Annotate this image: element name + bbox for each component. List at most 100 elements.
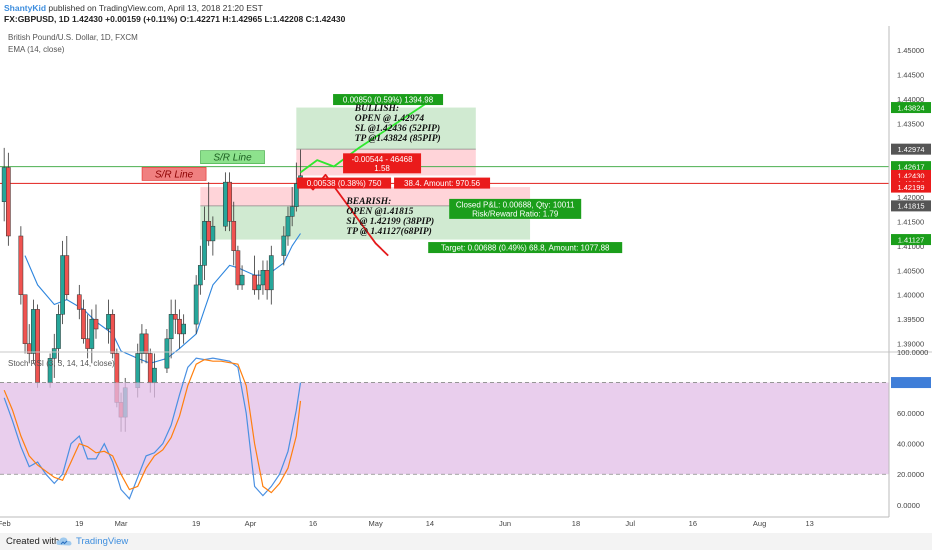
candle-body — [193, 284, 199, 325]
symbol: FX:GBPUSD, 1D — [4, 14, 70, 24]
candle[interactable] — [289, 187, 295, 227]
candle[interactable] — [31, 299, 36, 364]
price-label-text: 1.42430 — [897, 172, 924, 181]
price-label[interactable]: 1.42974 — [891, 143, 931, 155]
low-value: 1.42208 — [272, 14, 304, 24]
price-label[interactable]: 1.43824 — [891, 102, 931, 114]
stoch-rsi-pane — [0, 351, 932, 500]
candle[interactable] — [264, 260, 270, 300]
candle[interactable] — [106, 299, 111, 344]
time-tick-label: Aug — [753, 519, 766, 528]
candle-body — [139, 333, 145, 354]
candle[interactable] — [168, 299, 174, 359]
candle-body — [22, 294, 28, 344]
candle[interactable] — [1, 147, 7, 222]
long-stop-label-bg — [343, 153, 422, 174]
price-label[interactable]: 1.41815 — [891, 200, 931, 212]
candle[interactable] — [81, 299, 86, 344]
candle[interactable] — [5, 152, 11, 246]
candle[interactable] — [35, 304, 40, 388]
candle[interactable] — [56, 304, 61, 364]
candle[interactable] — [197, 245, 203, 295]
candle[interactable] — [177, 309, 182, 349]
time-tick-label: May — [369, 519, 383, 528]
candle-body — [231, 221, 237, 251]
time-axis[interactable]: Feb 19 Mar 19 Apr 16 May 14 Jun 18 Jul 16 Aug 13 — [0, 516, 889, 528]
candle[interactable] — [22, 294, 28, 354]
candle-body — [106, 314, 111, 330]
candle[interactable] — [260, 260, 266, 295]
candle[interactable] — [239, 265, 245, 290]
candles[interactable] — [1, 147, 303, 432]
candle[interactable] — [110, 309, 116, 359]
time-tick-label: 13 — [806, 519, 814, 528]
stoch-last-bg — [891, 377, 931, 389]
tradingview-cloud-icon[interactable] — [56, 536, 72, 547]
stoch-tick-label: 60.0000 — [897, 409, 924, 418]
candle-body — [164, 338, 170, 369]
candle-body — [181, 323, 186, 335]
candle[interactable] — [26, 324, 32, 364]
candle[interactable] — [76, 284, 82, 320]
candle-body — [210, 225, 216, 242]
tradingview-link[interactable]: TradingView — [76, 536, 129, 547]
price-axis[interactable]: 1.450001.445001.440001.435001.430001.425… — [888, 26, 931, 517]
author-link[interactable]: ShantyKid — [4, 3, 47, 13]
candle[interactable] — [139, 324, 145, 364]
change-value: +0.00159 (+0.11%) — [105, 14, 178, 24]
candle[interactable] — [268, 245, 274, 305]
candle[interactable] — [231, 201, 237, 266]
candle-body — [293, 183, 299, 207]
candle[interactable] — [281, 226, 287, 266]
candle[interactable] — [172, 299, 178, 334]
publish-info: published on TradingView.com, April 13, … — [48, 3, 263, 13]
long-target-label: 0.00850 (0.59%) 1394.98 — [333, 94, 444, 106]
candle-body — [51, 348, 57, 359]
candle[interactable] — [51, 333, 57, 378]
price-label-text: 1.41127 — [898, 235, 925, 244]
created-with-text: Created with — [6, 536, 60, 547]
chart-canvas[interactable]: S/R Line S/R Line 0.00850 (0.59%) 1394.98… — [0, 26, 932, 533]
price-tick-label: 1.39000 — [897, 340, 924, 349]
price-label[interactable]: 1.41127 — [891, 234, 931, 246]
candle[interactable] — [193, 275, 199, 334]
price-label[interactable]: 1.42430 — [891, 170, 931, 182]
candle-body — [18, 235, 24, 295]
candle[interactable] — [252, 255, 257, 295]
close-value-ohlc: 1.42430 — [314, 14, 346, 24]
candle[interactable] — [227, 172, 232, 232]
open-label: O: — [179, 14, 190, 24]
candle[interactable] — [64, 235, 70, 300]
candle[interactable] — [202, 206, 207, 281]
stoch-series-k — [3, 357, 302, 500]
candle-body — [285, 216, 291, 237]
candle[interactable] — [235, 245, 241, 290]
candle[interactable] — [60, 240, 65, 325]
open-value: 1.42271 — [189, 14, 221, 24]
candle[interactable] — [143, 328, 149, 364]
candle-body — [64, 255, 70, 295]
candle[interactable] — [164, 328, 170, 374]
short-stop-label-b-text: 38.4. Amount: 970.56 — [404, 179, 481, 188]
price-label[interactable]: 1.42199 — [891, 181, 931, 193]
candle[interactable] — [223, 172, 228, 232]
pane-legends: British Pound/U.S. Dollar, 1D, FXCM EMA … — [8, 33, 138, 368]
candle[interactable] — [285, 206, 291, 246]
candle-body — [35, 309, 40, 384]
ema-polyline — [24, 233, 301, 364]
short-pnl-label-bg — [449, 198, 582, 219]
candle[interactable] — [210, 216, 216, 256]
candle[interactable] — [93, 304, 99, 339]
short-pnl-label-text: Closed P&L: 0.00688, Qty: 10011 — [456, 200, 575, 209]
candle[interactable] — [293, 162, 299, 212]
candle[interactable] — [18, 226, 24, 305]
candle[interactable] — [89, 309, 95, 364]
candle[interactable] — [181, 314, 186, 344]
price-tick-label: 1.42000 — [897, 193, 924, 202]
price-label[interactable]: 1.42617 — [891, 161, 931, 173]
candle-body — [206, 221, 212, 242]
candle[interactable] — [256, 270, 262, 300]
